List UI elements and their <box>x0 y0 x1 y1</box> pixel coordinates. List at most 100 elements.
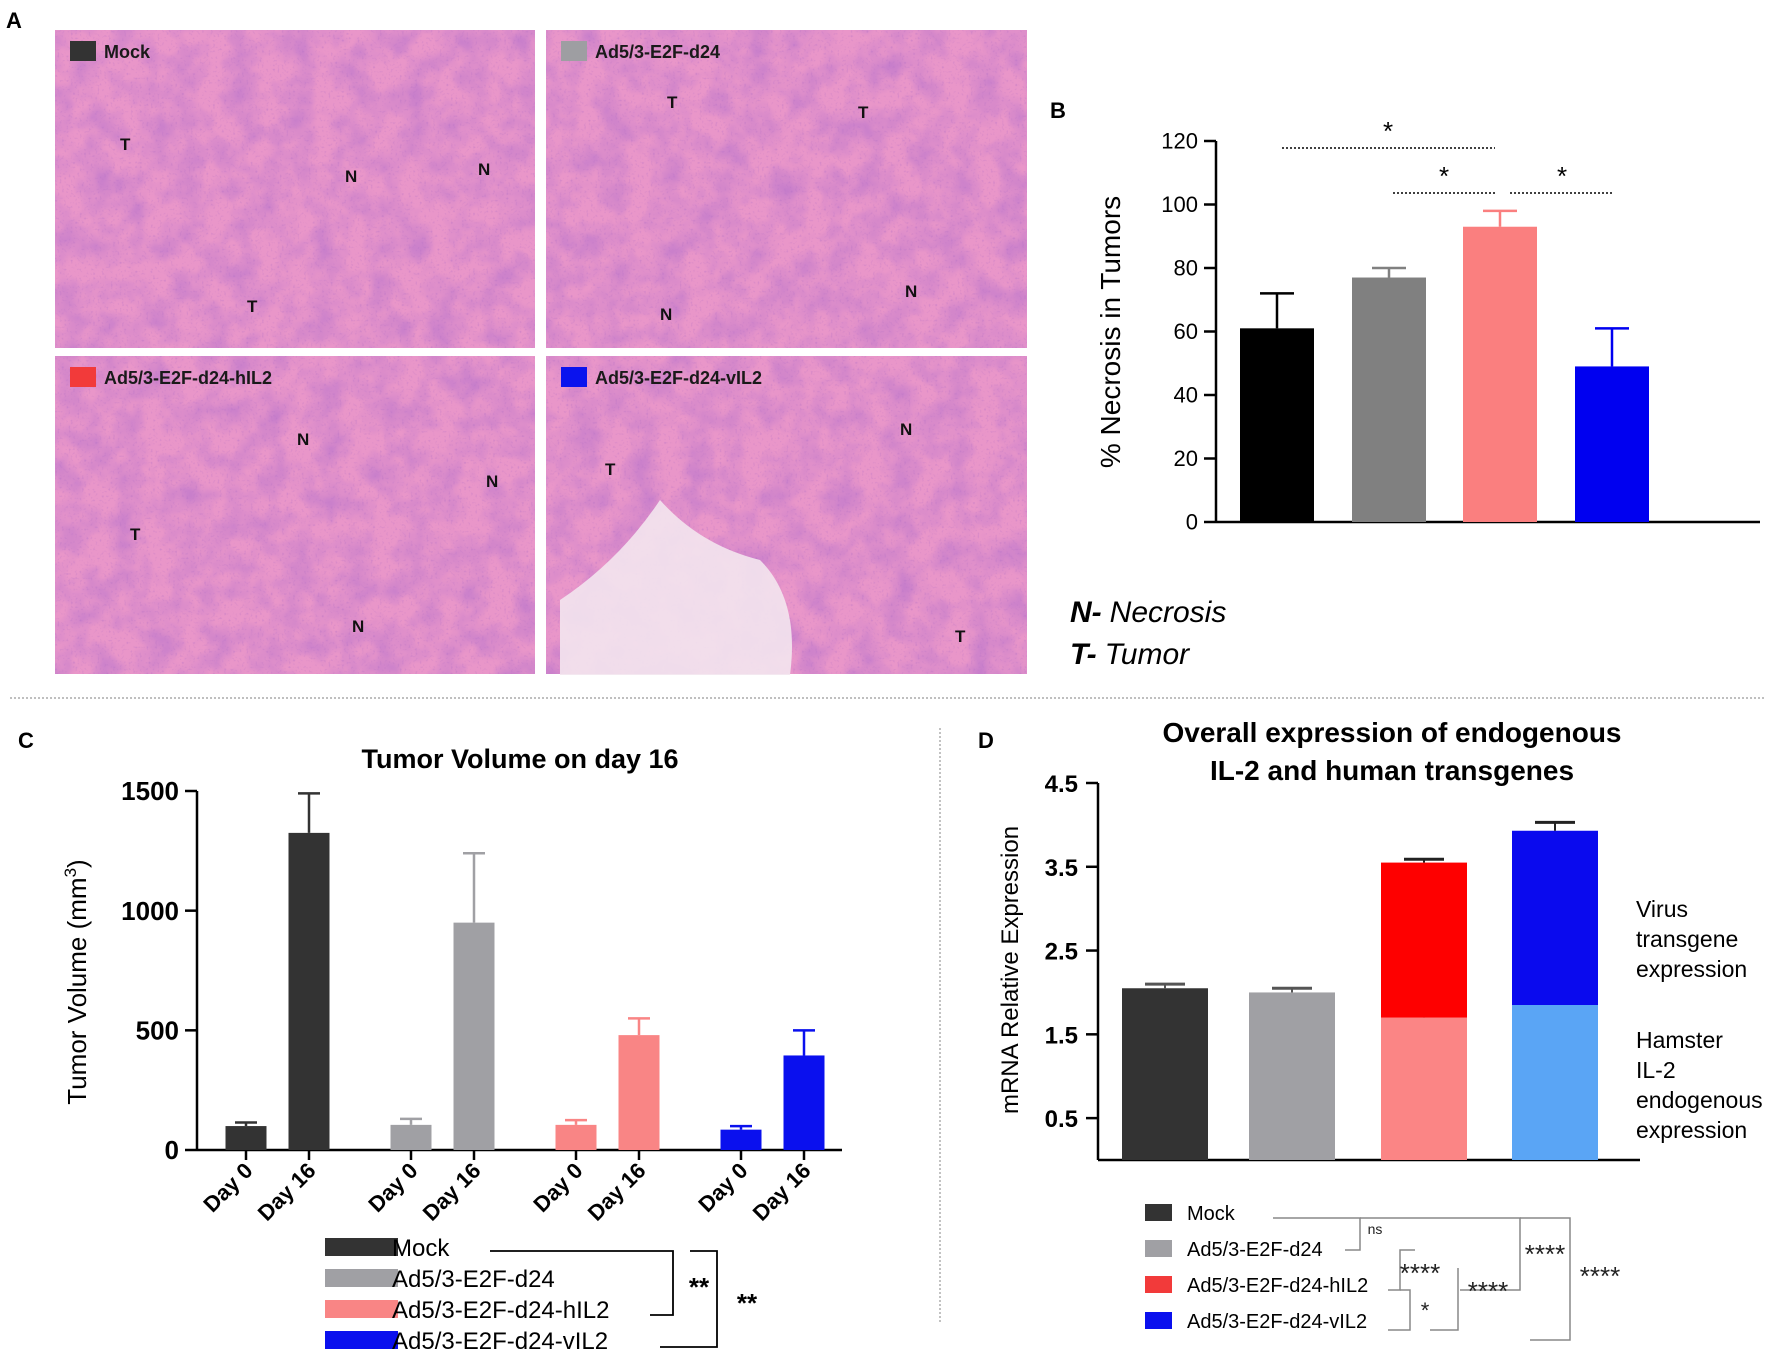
group-color-swatch <box>70 41 96 61</box>
legend-label: Ad5/3-E2F-d24-hIL2 <box>392 1297 609 1324</box>
annotation-virus-line: Virus <box>1636 896 1688 922</box>
y-tick-label: 1.5 <box>1045 1022 1078 1049</box>
significance-star: * <box>1439 161 1449 191</box>
bar-3-series-1 <box>1381 1017 1467 1160</box>
y-axis-label-superscript: 3 <box>61 868 80 877</box>
y-tick-label: 1500 <box>121 776 179 806</box>
significance-bracket <box>1273 1217 1361 1251</box>
y-tick-label: 80 <box>1174 256 1198 281</box>
legend-swatch <box>325 1331 398 1349</box>
significance-label: ** <box>737 1288 758 1318</box>
tissue-mark: N <box>345 167 357 186</box>
significance-star: * <box>1557 161 1567 191</box>
significance-bracket <box>1520 1217 1571 1341</box>
significance-bracket <box>1388 1249 1415 1291</box>
bar-4-series-2 <box>1512 830 1598 1006</box>
significance-bracket <box>490 1250 674 1316</box>
significance-label: ns <box>1368 1221 1383 1237</box>
t-text: Tumor <box>1105 638 1190 671</box>
group-color-swatch <box>561 367 587 387</box>
significance-label: **** <box>1400 1258 1440 1288</box>
significance-star: * <box>1383 116 1393 146</box>
histology-image-2: Ad5/3-E2F-d24 T T N N <box>544 28 1029 350</box>
tissue-mark: N <box>478 160 490 179</box>
legend-label: Mock <box>392 1235 450 1262</box>
panel-label-b: B <box>1050 98 1066 123</box>
panel-label-a: A <box>6 8 22 33</box>
panel-label-c: C <box>18 728 34 753</box>
x-tick-label: Day 16 <box>748 1158 816 1226</box>
significance-bracket <box>1430 1268 1459 1331</box>
tissue-speckle <box>54 355 536 675</box>
bar-2 <box>1352 277 1426 522</box>
tissue-mark: T <box>247 297 258 316</box>
tissue-mark: T <box>667 93 678 112</box>
annotation-hamster-line: expression <box>1636 1117 1747 1143</box>
legend-label: Ad5/3-E2F-d24 <box>392 1266 555 1293</box>
x-tick-label: Day 0 <box>198 1158 257 1217</box>
image-border <box>53 354 537 676</box>
bar-2-1 <box>390 1124 432 1150</box>
y-axis-label: Tumor Volume (mm3) <box>61 859 92 1104</box>
bar-3-1 <box>555 1124 597 1150</box>
panel-label-d: D <box>978 728 994 753</box>
necrosis-tumor-key: N- Necrosis T- Tumor <box>1070 596 1226 671</box>
tissue-mark: N <box>352 617 364 636</box>
legend-label: Ad5/3-E2F-d24 <box>1187 1239 1323 1261</box>
y-tick-label: 40 <box>1174 383 1198 408</box>
tissue-mark: T <box>120 135 131 154</box>
bar-4-series-1 <box>1512 1005 1598 1160</box>
bar-1-1 <box>225 1126 267 1150</box>
annotation-hamster-line: IL-2 <box>1636 1057 1676 1083</box>
chart-title-line2: IL-2 and human transgenes <box>1210 755 1574 786</box>
chart-title: Overall expression of endogenous <box>1162 717 1621 748</box>
significance-bracket <box>1388 1289 1411 1331</box>
bar-3 <box>1463 226 1537 522</box>
bar-2-2 <box>453 922 495 1150</box>
significance-label: **** <box>1468 1276 1508 1306</box>
bar-4 <box>1575 366 1649 522</box>
group-color-swatch <box>70 367 96 387</box>
annotation-hamster-line: endogenous <box>1636 1087 1763 1113</box>
significance-label: ** <box>689 1272 710 1302</box>
t-key: T- <box>1070 638 1097 671</box>
panel-c-tumor-volume-chart: Tumor Volume on day 16 0 500 1000 1500 Tumor … <box>61 744 842 1355</box>
tissue-speckle <box>54 29 536 349</box>
panel-d-expression-chart: Overall expression of endogenous IL-2 and… <box>997 717 1763 1341</box>
bar-3-2 <box>618 1035 660 1150</box>
significance-label: **** <box>1525 1239 1565 1269</box>
y-tick-label: 3.5 <box>1045 855 1078 882</box>
tissue-mark: N <box>486 472 498 491</box>
legend-label: Mock <box>1187 1203 1236 1225</box>
y-tick-label: 0 <box>1186 510 1198 535</box>
empty-area <box>560 500 792 675</box>
svg-text:T-Tumor: T- Tumor <box>1070 638 1190 671</box>
group-label: Ad5/3-E2F-d24 <box>595 42 720 62</box>
legend-label: Ad5/3-E2F-d24-hIL2 <box>1187 1275 1368 1297</box>
legend-swatch <box>1145 1204 1172 1221</box>
tissue-mark: T <box>858 103 869 122</box>
panel-b-necrosis-chart: 0 20 40 60 80 100 120 % Necrosis in Tumors * * * <box>1095 116 1760 535</box>
significance-label: * <box>1421 1298 1430 1323</box>
bar-3-series-2 <box>1381 862 1467 1018</box>
significance-bracket <box>660 1250 718 1348</box>
y-tick-label: 4.5 <box>1045 771 1078 798</box>
image-border <box>544 28 1029 350</box>
tissue-mark: N <box>900 420 912 439</box>
y-axis-label-text: Tumor Volume (mm <box>62 877 92 1104</box>
y-tick-label: 0 <box>165 1135 179 1165</box>
bar-4-1 <box>720 1129 762 1150</box>
group-label: Mock <box>104 42 151 62</box>
legend-swatch <box>325 1238 398 1256</box>
y-tick-label: 120 <box>1161 129 1198 154</box>
y-tick-label: 20 <box>1174 446 1198 471</box>
chart-title: Tumor Volume on day 16 <box>361 744 678 774</box>
x-tick-label: Day 0 <box>693 1158 752 1217</box>
tissue-mark: N <box>660 305 672 324</box>
n-key: N- <box>1070 596 1102 629</box>
group-label: Ad5/3-E2F-d24-vIL2 <box>595 368 762 388</box>
tissue-mark: T <box>955 627 966 646</box>
tissue-speckle <box>545 29 1028 349</box>
